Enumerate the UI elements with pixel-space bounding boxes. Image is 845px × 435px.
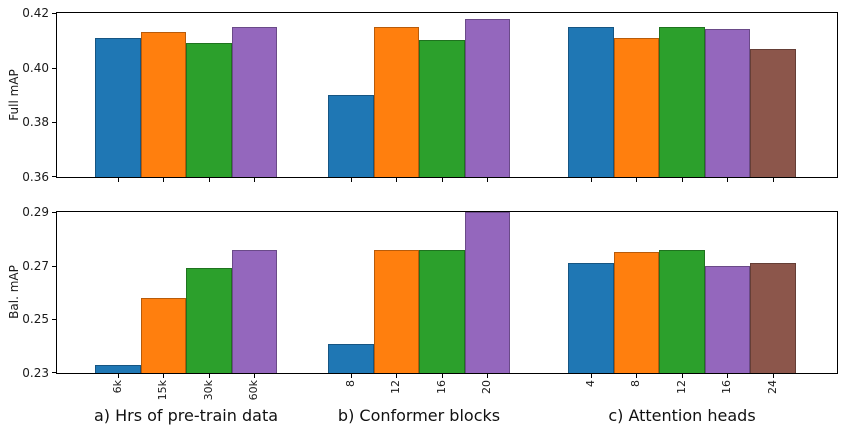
x-tick-label: 20 <box>480 380 493 394</box>
bar <box>95 37 141 177</box>
bar <box>704 265 750 373</box>
bar <box>231 26 277 177</box>
bar <box>373 249 419 373</box>
x-tick-label: 15k <box>156 380 169 401</box>
y-tick-label: 0.25 <box>22 312 49 326</box>
x-tick-label: 8 <box>629 380 642 387</box>
bar <box>704 29 750 177</box>
y-tick-mark <box>52 68 56 69</box>
x-tick-mark <box>254 178 255 182</box>
x-tick-mark <box>396 374 397 378</box>
group-title-pretrain-data: a) Hrs of pre-train data <box>93 406 279 425</box>
bar <box>659 26 705 177</box>
y-tick-mark <box>52 266 56 267</box>
x-tick-mark <box>682 178 683 182</box>
y-tick-mark <box>52 372 56 373</box>
x-tick-mark <box>209 178 210 182</box>
x-tick-label: 6k <box>111 380 124 394</box>
x-tick-mark <box>396 178 397 182</box>
x-tick-mark <box>209 374 210 378</box>
axes-full-map: 0.42 0.40 0.38 0.36 <box>22 6 838 184</box>
x-tick-mark <box>118 178 119 182</box>
x-tick-mark <box>773 178 774 182</box>
bar <box>659 249 705 373</box>
x-tick-mark <box>351 178 352 182</box>
bar <box>419 40 465 177</box>
y-tick-mark <box>52 212 56 213</box>
y-axis-label-full-map: Full mAP <box>7 69 21 121</box>
x-tick-label: 16 <box>435 380 448 394</box>
x-tick-mark <box>351 374 352 378</box>
bar <box>373 26 419 177</box>
x-tick-mark <box>163 178 164 182</box>
y-tick-label: 0.29 <box>22 205 49 219</box>
x-tick-mark <box>442 178 443 182</box>
bar <box>419 249 465 373</box>
bar <box>568 26 614 177</box>
bar <box>140 297 186 373</box>
x-tick-mark <box>118 374 119 378</box>
axes-bal-map: 0.29 0.27 0.25 0.23 6k 15k 30k 60k 8 12 16 20 4 8 12 16… <box>22 205 838 400</box>
group-title-conformer-blocks: b) Conformer blocks <box>337 406 501 425</box>
bar <box>328 95 374 177</box>
bar <box>186 268 232 373</box>
x-tick-mark <box>727 374 728 378</box>
bar <box>613 252 659 373</box>
group-title-attention-heads: c) Attention heads <box>608 406 756 425</box>
bar <box>140 32 186 177</box>
x-tick-mark <box>682 374 683 378</box>
x-tick-mark <box>487 178 488 182</box>
bar <box>186 43 232 177</box>
x-tick-label: 12 <box>389 380 402 394</box>
x-tick-mark <box>636 374 637 378</box>
x-tick-mark <box>591 178 592 182</box>
x-tick-mark <box>487 374 488 378</box>
bar <box>464 18 510 177</box>
bar <box>750 263 796 373</box>
x-tick-mark <box>163 374 164 378</box>
x-tick-mark <box>727 178 728 182</box>
x-tick-mark <box>636 178 637 182</box>
x-tick-label: 30k <box>202 380 215 401</box>
x-tick-mark <box>773 374 774 378</box>
y-tick-label: 0.40 <box>22 61 49 75</box>
y-tick-mark <box>52 319 56 320</box>
bar <box>568 263 614 373</box>
y-axis-label-bal-map: Bal. mAP <box>7 265 21 319</box>
x-tick-label: 8 <box>344 380 357 387</box>
bar <box>95 364 141 373</box>
x-tick-mark <box>254 374 255 378</box>
x-tick-label: 12 <box>675 380 688 394</box>
x-tick-mark <box>442 374 443 378</box>
bar <box>464 212 510 373</box>
y-tick-label: 0.36 <box>22 170 49 184</box>
x-tick-label: 24 <box>766 380 779 394</box>
y-tick-label: 0.42 <box>22 6 49 20</box>
y-tick-label: 0.38 <box>22 115 49 129</box>
bar <box>750 48 796 177</box>
bar <box>328 343 374 373</box>
bar <box>613 37 659 177</box>
y-tick-label: 0.27 <box>22 259 49 273</box>
x-tick-label: 16 <box>720 380 733 394</box>
y-tick-mark <box>52 122 56 123</box>
x-tick-label: 4 <box>584 380 597 387</box>
x-tick-mark <box>591 374 592 378</box>
bar <box>231 249 277 373</box>
y-tick-label: 0.23 <box>22 366 49 380</box>
y-tick-mark <box>52 13 56 14</box>
x-tick-label: 60k <box>247 380 260 401</box>
y-tick-mark <box>52 176 56 177</box>
